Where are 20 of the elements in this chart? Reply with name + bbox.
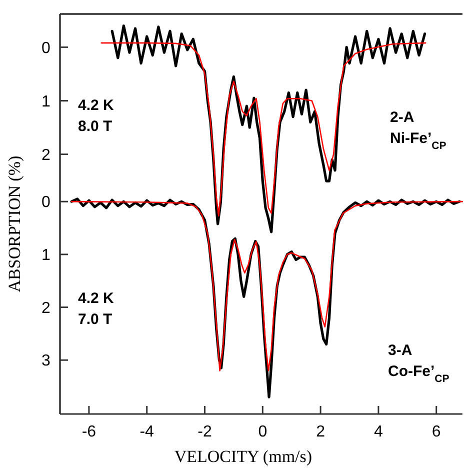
- y-tick-label: 2: [42, 300, 51, 317]
- y-tick-label: 2: [42, 146, 51, 164]
- x-axis-title: VELOCITY (mm/s): [174, 447, 312, 466]
- annotation: 4.2 K 8.0 T: [78, 97, 114, 135]
- x-tick-label: 2: [316, 424, 326, 441]
- x-tick-label: 6: [432, 424, 441, 441]
- x-tick-label: -4: [140, 424, 154, 441]
- y-tick-label: 3: [42, 352, 51, 370]
- y-tick-label: 1: [42, 93, 51, 110]
- annotation: 3-A Co-Fe’$_{CP}$: [388, 342, 450, 385]
- y-axis-title: ABSORPTION (%): [5, 156, 24, 292]
- y-tick-label: 0: [42, 194, 51, 212]
- x-tick-label: -2: [198, 424, 212, 441]
- x-tick-label: -6: [82, 424, 96, 441]
- y-tick-label: 1: [42, 247, 51, 264]
- x-tick-label: 0: [258, 424, 268, 441]
- annotation: 2-A Ni-Fe’$_{CP}$: [390, 109, 446, 152]
- annotation: 4.2 K 7.0 T: [78, 290, 114, 328]
- x-tick-label: 4: [374, 424, 383, 441]
- y-tick-label: 0: [42, 40, 51, 57]
